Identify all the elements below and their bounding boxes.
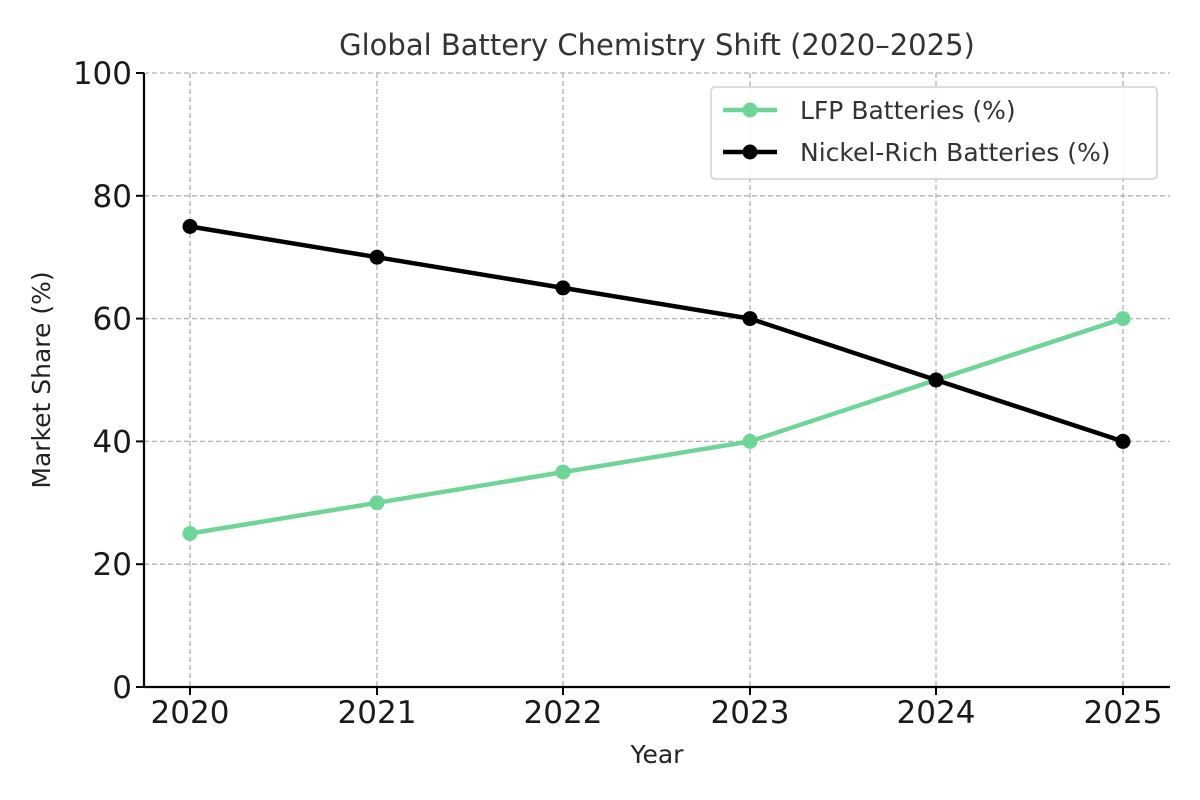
x-tick-label: 2025 bbox=[1084, 695, 1163, 731]
axes bbox=[136, 72, 1170, 695]
x-tick-label: 2021 bbox=[338, 695, 417, 731]
y-axis-label: Market Share (%) bbox=[27, 271, 56, 488]
data-point bbox=[555, 280, 571, 296]
chart-title: Global Battery Chemistry Shift (2020–202… bbox=[339, 28, 975, 62]
x-tick-label: 2024 bbox=[897, 695, 976, 731]
x-tick-label: 2023 bbox=[711, 695, 790, 731]
y-tick-label: 60 bbox=[93, 302, 132, 338]
y-tick-label: 40 bbox=[93, 424, 132, 460]
legend: LFP Batteries (%) Nickel-Rich Batteries (… bbox=[710, 86, 1158, 180]
data-point bbox=[1115, 433, 1131, 449]
x-tick-label: 2020 bbox=[151, 695, 230, 731]
data-point bbox=[1115, 311, 1131, 327]
legend-marker-0 bbox=[742, 102, 758, 118]
data-point bbox=[928, 372, 944, 388]
data-point bbox=[182, 219, 198, 234]
data-point bbox=[555, 464, 571, 480]
grid-lines bbox=[144, 72, 1170, 687]
data-point bbox=[369, 249, 385, 265]
y-tick-label: 20 bbox=[93, 547, 132, 583]
data-point bbox=[742, 433, 758, 449]
y-tick-label: 0 bbox=[112, 670, 132, 706]
x-axis-label: Year bbox=[630, 740, 685, 769]
series-line-0 bbox=[187, 316, 1126, 536]
tick-labels: 0 20 40 60 80 100 2020 2021 2022 2023 2024 2025 bbox=[73, 56, 1163, 731]
legend-label-1: Nickel-Rich Batteries (%) bbox=[800, 138, 1110, 167]
legend-frame bbox=[710, 86, 1158, 180]
y-tick-label: 80 bbox=[93, 179, 132, 215]
data-point bbox=[742, 311, 758, 327]
series-lines bbox=[182, 219, 1131, 541]
x-tick-label: 2022 bbox=[524, 695, 603, 731]
series-line-1 bbox=[187, 224, 1126, 444]
legend-marker-1 bbox=[742, 144, 758, 160]
data-point bbox=[182, 526, 198, 541]
data-point bbox=[369, 495, 385, 511]
y-tick-label: 100 bbox=[73, 56, 132, 92]
legend-label-0: LFP Batteries (%) bbox=[800, 96, 1016, 125]
